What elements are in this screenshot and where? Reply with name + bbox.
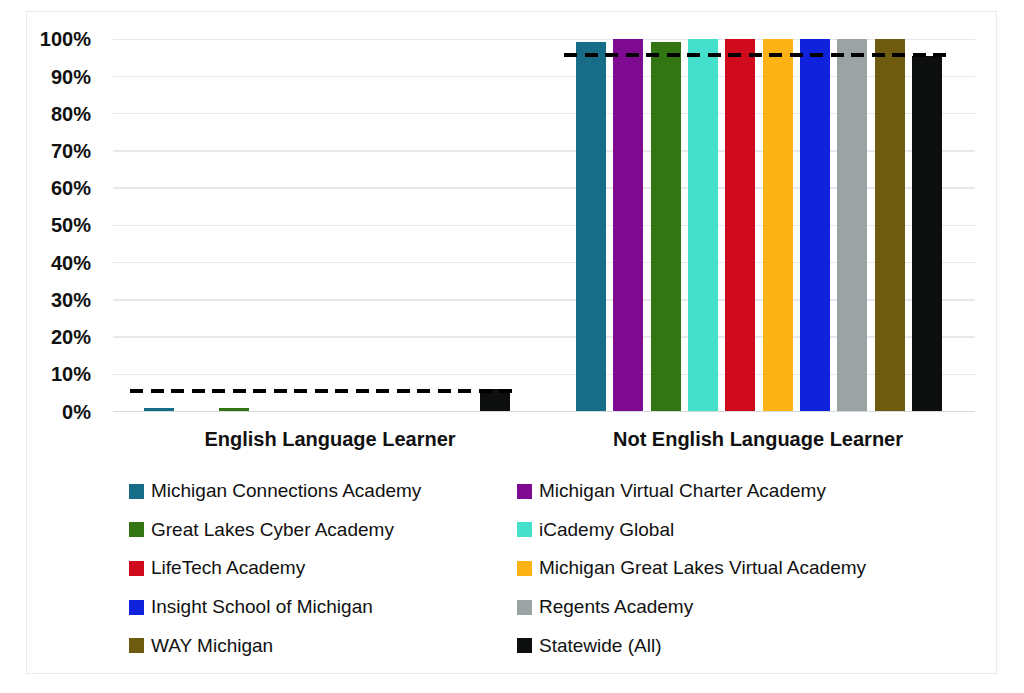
legend-item: Michigan Great Lakes Virtual Academy (517, 560, 866, 576)
category-label: Not English Language Learner (570, 428, 946, 451)
y-axis-tick-label: 20% (21, 325, 91, 349)
statewide-reference-line (564, 53, 947, 57)
bar-statewide-all-1 (912, 56, 942, 411)
legend-label: WAY Michigan (151, 638, 273, 654)
bar-insight-school-of-michigan-1 (800, 39, 830, 411)
y-axis-tick-label: 10% (21, 362, 91, 386)
bar-way-michigan-1 (875, 39, 905, 411)
legend-label: LifeTech Academy (151, 560, 305, 576)
legend-swatch (129, 561, 144, 576)
legend-swatch (517, 522, 532, 537)
bar-michigan-connections-academy-0 (144, 408, 174, 412)
bar-michigan-great-lakes-virtual-academy-1 (763, 39, 793, 411)
bar-great-lakes-cyber-academy-0 (219, 408, 249, 412)
legend-swatch (517, 600, 532, 615)
legend-label: Michigan Great Lakes Virtual Academy (539, 560, 866, 576)
legend-swatch (129, 484, 144, 499)
legend-label: Regents Academy (539, 599, 693, 615)
y-axis-tick-label: 100% (21, 27, 91, 51)
legend-swatch (517, 638, 532, 653)
y-axis-tick-label: 0% (21, 400, 91, 424)
bar-michigan-virtual-charter-academy-1 (613, 39, 643, 411)
legend-label: Michigan Virtual Charter Academy (539, 483, 826, 499)
legend-item: Regents Academy (517, 599, 693, 615)
y-axis-tick-label: 70% (21, 139, 91, 163)
y-axis-tick-label: 80% (21, 102, 91, 126)
y-axis-tick-label: 50% (21, 213, 91, 237)
legend-swatch (517, 561, 532, 576)
y-axis-tick-label: 60% (21, 176, 91, 200)
bar-michigan-connections-academy-1 (576, 42, 606, 412)
legend-item: Insight School of Michigan (129, 599, 373, 615)
legend-item: LifeTech Academy (129, 560, 305, 576)
legend-item: Statewide (All) (517, 638, 662, 654)
legend-label: Insight School of Michigan (151, 599, 373, 615)
bar-regents-academy-1 (837, 39, 867, 411)
legend-swatch (129, 600, 144, 615)
y-axis-tick-label: 90% (21, 65, 91, 89)
legend-swatch (129, 638, 144, 653)
bar-great-lakes-cyber-academy-1 (651, 42, 681, 412)
legend-swatch (129, 522, 144, 537)
legend-label: iCademy Global (539, 522, 674, 538)
legend-label: Michigan Connections Academy (151, 483, 421, 499)
bar-lifetech-academy-1 (725, 39, 755, 411)
bar-icademy-global-1 (688, 39, 718, 411)
legend-swatch (517, 484, 532, 499)
category-label: English Language Learner (144, 428, 516, 451)
y-axis-tick-label: 30% (21, 288, 91, 312)
legend-item: Great Lakes Cyber Academy (129, 522, 394, 538)
legend-label: Statewide (All) (539, 638, 662, 654)
legend-item: WAY Michigan (129, 638, 273, 654)
statewide-reference-line (130, 389, 516, 393)
legend-item: Michigan Virtual Charter Academy (517, 483, 826, 499)
y-axis-tick-label: 40% (21, 251, 91, 275)
chart-page: { "chart_data": { "type": "bar", "catego… (0, 0, 1024, 693)
legend-item: Michigan Connections Academy (129, 483, 421, 499)
legend-item: iCademy Global (517, 522, 674, 538)
legend-label: Great Lakes Cyber Academy (151, 522, 394, 538)
